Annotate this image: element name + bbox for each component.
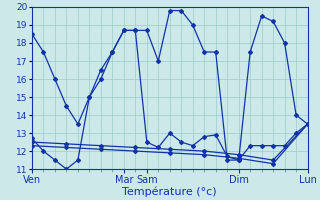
X-axis label: Température (°c): Température (°c) (123, 186, 217, 197)
